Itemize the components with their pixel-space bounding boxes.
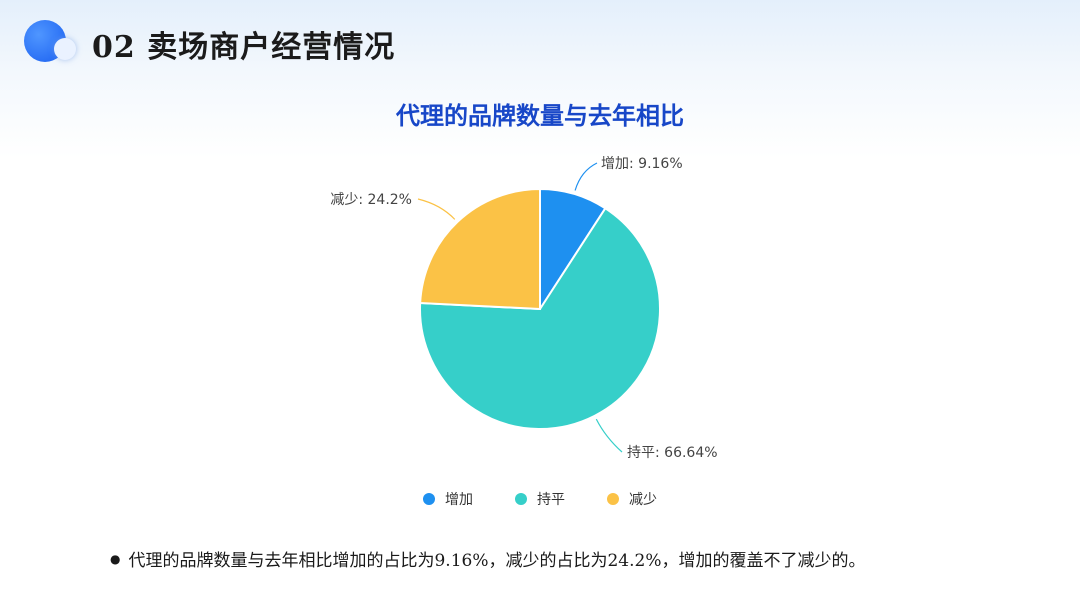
bullet-icon: ● <box>110 551 121 566</box>
logo <box>24 20 80 68</box>
legend-item-decrease[interactable]: 减少 <box>607 489 657 509</box>
logo-circle-small <box>54 38 76 60</box>
leader-line-flat <box>595 418 623 453</box>
legend-item-increase[interactable]: 增加 <box>423 489 473 509</box>
legend-marker-flat <box>515 493 527 505</box>
legend-item-flat[interactable]: 持平 <box>515 489 565 509</box>
legend-marker-increase <box>423 493 435 505</box>
data-label-increase: 增加: 9.16% <box>601 156 683 172</box>
chart-legend: 增加 持平 减少 <box>0 489 1080 509</box>
legend-label-increase: 增加 <box>445 492 473 508</box>
summary-text: 代理的品牌数量与去年相比增加的占比为9.16%，减少的占比为24.2%，增加的覆… <box>128 551 866 571</box>
pie-slice-decrease[interactable] <box>419 187 541 311</box>
leader-line-increase <box>574 162 598 191</box>
pie-slice-flat[interactable] <box>419 206 661 430</box>
summary-note: ● 代理的品牌数量与去年相比增加的占比为9.16%，减少的占比为24.2%，增加… <box>110 546 866 571</box>
data-label-decrease: 减少: 24.2% <box>330 192 412 208</box>
legend-label-flat: 持平 <box>537 492 565 508</box>
leader-line-decrease <box>417 198 456 220</box>
chart-title: 代理的品牌数量与去年相比 <box>396 101 684 130</box>
data-label-flat: 持平: 66.64% <box>627 445 718 461</box>
page-title: 02 卖场商户经营情况 <box>92 30 396 65</box>
legend-marker-decrease <box>607 493 619 505</box>
legend-label-decrease: 减少 <box>629 492 657 508</box>
